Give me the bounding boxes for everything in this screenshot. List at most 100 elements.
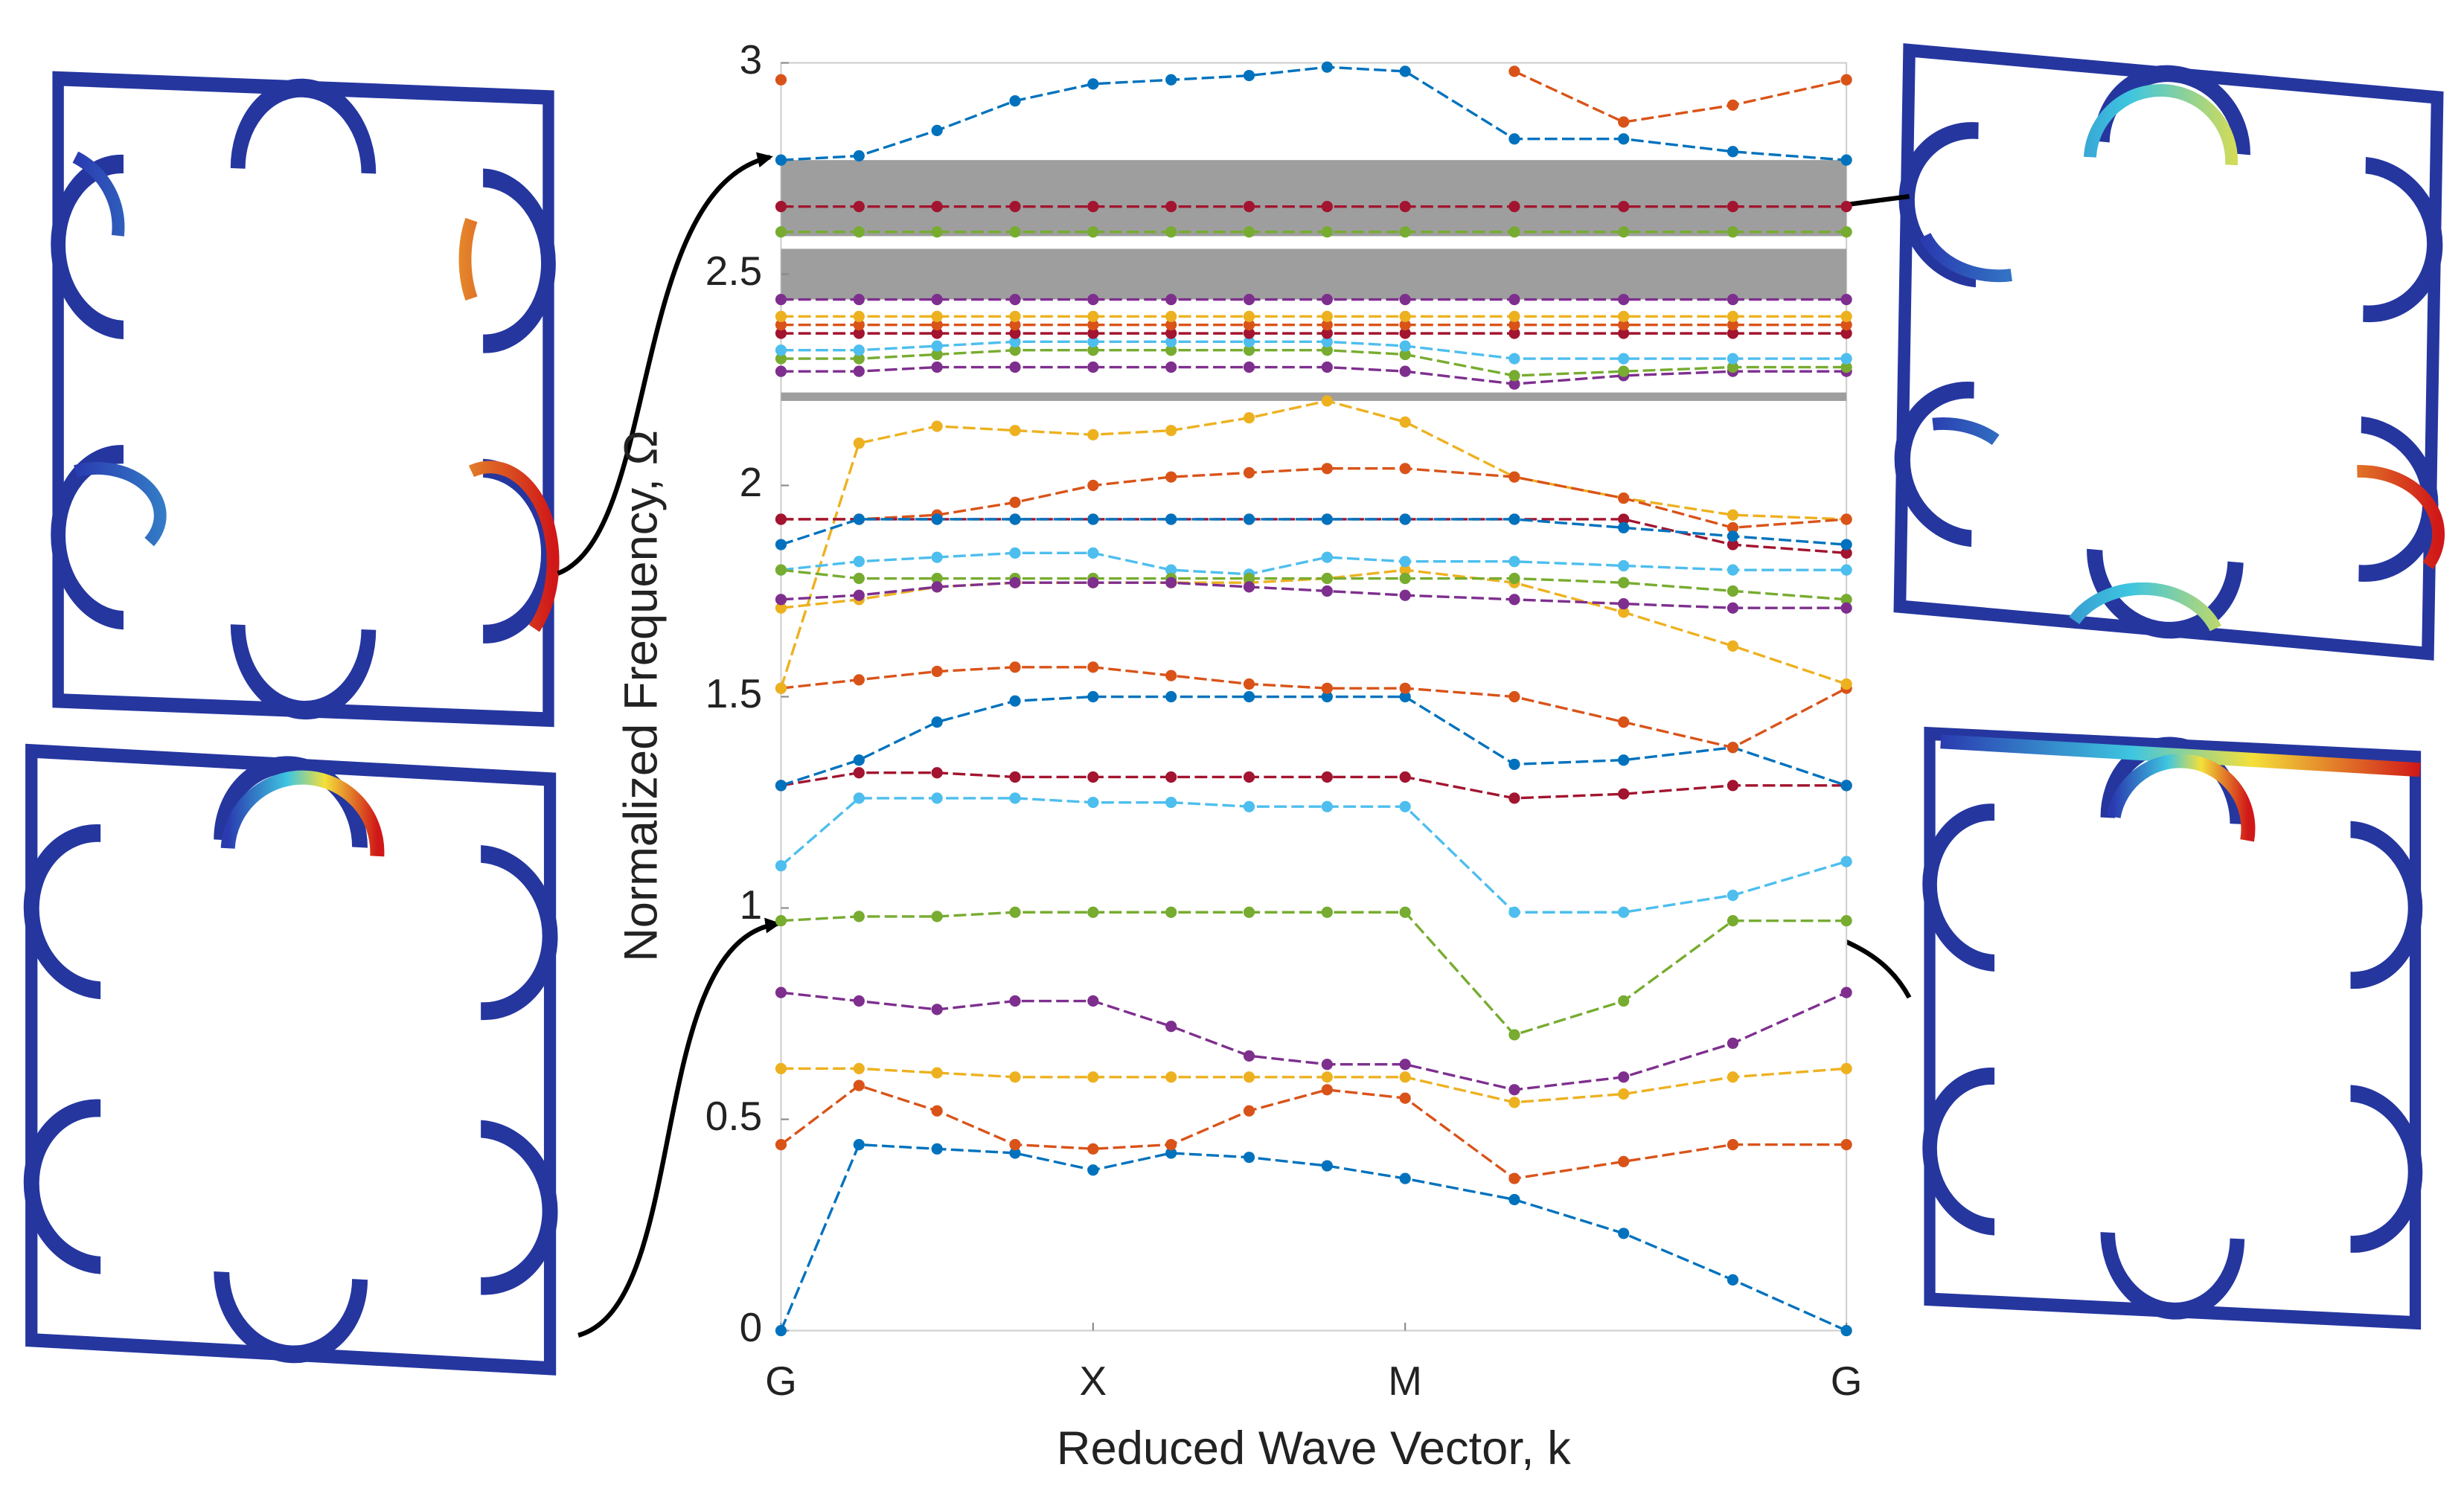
band-point <box>1399 319 1411 331</box>
band-point <box>853 293 865 306</box>
band-point <box>853 1139 865 1151</box>
band-point <box>1508 293 1520 306</box>
band-point <box>1243 678 1255 690</box>
band-point <box>1727 353 1739 365</box>
band-point <box>931 1143 943 1155</box>
band-point <box>1321 336 1333 348</box>
x-axis-label: Reduced Wave Vector, k <box>1057 1422 1571 1474</box>
x-tick-label: G <box>765 1358 797 1404</box>
band-point <box>1840 361 1852 373</box>
band-point <box>1618 133 1630 145</box>
band-point <box>1508 327 1520 339</box>
band-point <box>1727 539 1739 551</box>
band-point <box>1009 226 1021 238</box>
band-point <box>1243 581 1255 593</box>
band-point <box>1165 796 1177 809</box>
band-point <box>1399 65 1411 77</box>
band-point <box>1243 1105 1255 1117</box>
band-point <box>853 226 865 238</box>
band-point <box>1165 226 1177 238</box>
band-point <box>1727 1274 1739 1286</box>
band-point <box>1165 577 1177 588</box>
band-point <box>1165 513 1177 525</box>
band-point <box>853 572 865 585</box>
band-point <box>1165 425 1177 437</box>
band-gap <box>781 160 1847 237</box>
band-point <box>1840 564 1852 576</box>
band-point <box>1165 293 1177 306</box>
band-point <box>1321 310 1333 322</box>
band-point <box>1087 577 1099 588</box>
mode-shape-cell <box>31 751 550 1368</box>
band-point <box>1399 589 1411 601</box>
band-point <box>853 344 865 356</box>
band-point <box>1087 310 1099 322</box>
band-point <box>1727 889 1739 902</box>
band-point <box>1321 800 1333 812</box>
band-point <box>1618 754 1630 766</box>
band-point <box>1087 906 1099 918</box>
band-point <box>1840 327 1852 339</box>
band-point <box>1009 577 1021 588</box>
band-point <box>931 716 943 728</box>
band-point <box>1087 513 1099 525</box>
band-point <box>1321 1059 1333 1071</box>
band-point <box>931 420 943 432</box>
band-point <box>1508 556 1520 568</box>
band-point <box>1618 1088 1630 1100</box>
arrow <box>557 152 773 576</box>
mode-highlight <box>220 770 385 857</box>
band-point <box>775 1062 787 1074</box>
band-point <box>1508 594 1520 606</box>
band-point <box>1727 1139 1739 1151</box>
band-point <box>1727 201 1739 213</box>
band-gap <box>781 392 1847 401</box>
band-point <box>1243 344 1255 356</box>
band-point <box>1840 594 1852 606</box>
band-point <box>1840 547 1852 559</box>
band-point <box>931 911 943 922</box>
band-point <box>1321 690 1333 703</box>
band-point <box>1009 771 1021 783</box>
band-point <box>1243 513 1255 525</box>
band-point <box>1727 585 1739 597</box>
band-point <box>931 1105 943 1117</box>
band-point <box>1165 471 1177 483</box>
band-point <box>1009 906 1021 918</box>
band-point <box>1321 463 1333 475</box>
band-point <box>931 310 943 322</box>
band-point <box>775 201 787 213</box>
band-point <box>1087 690 1099 703</box>
y-tick-label: 0 <box>740 1304 763 1350</box>
band-point <box>775 914 787 927</box>
band-point <box>1840 513 1852 525</box>
band-point <box>853 911 865 922</box>
band-point <box>1009 95 1021 107</box>
band-point <box>1009 792 1021 804</box>
band-point <box>931 665 943 678</box>
band-point <box>1243 293 1255 306</box>
y-tick-label: 1 <box>740 882 763 928</box>
band-point <box>1009 327 1021 339</box>
band-point <box>1243 361 1255 373</box>
band-point <box>1087 201 1099 213</box>
band-point <box>931 551 943 563</box>
band-point <box>1243 771 1255 783</box>
band-point <box>1508 133 1520 145</box>
band-point <box>775 226 787 238</box>
band-point <box>1840 319 1852 331</box>
y-tick-label: 3 <box>740 36 763 83</box>
band-point <box>1727 780 1739 792</box>
band-point <box>1399 463 1411 475</box>
band-point <box>1508 201 1520 213</box>
band-point <box>1165 690 1177 703</box>
band-point <box>1087 336 1099 348</box>
band-point <box>1087 796 1099 809</box>
band-point <box>1165 319 1177 331</box>
band-point <box>1321 1071 1333 1083</box>
band-point <box>1727 293 1739 306</box>
band-point <box>931 572 943 585</box>
band-point <box>1399 416 1411 428</box>
band-point <box>1508 370 1520 382</box>
